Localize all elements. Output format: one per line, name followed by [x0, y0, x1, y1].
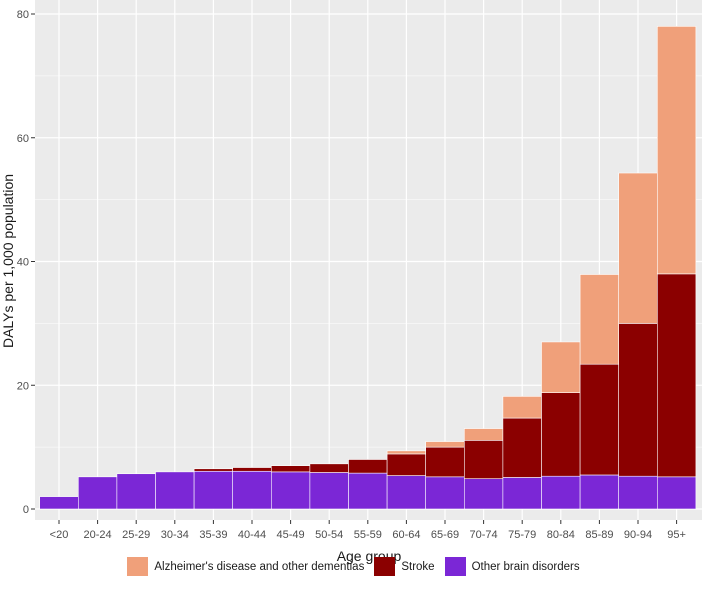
- bar-alzheimer-s-disease-and-other-dementias-70-74: [463, 428, 504, 441]
- bar-stroke-85-89: [579, 363, 619, 476]
- x-tick-label: 85-89: [585, 529, 613, 541]
- y-tick-label: 60: [17, 133, 29, 145]
- x-tick-label: 95+: [667, 529, 686, 541]
- legend: Alzheimer's disease and other dementias …: [0, 557, 707, 576]
- x-tick-label: 80-84: [547, 529, 575, 541]
- y-tick-label: 0: [23, 504, 29, 516]
- bar-other-brain-disorders-35-39: [193, 470, 234, 510]
- bar-other-brain-disorders-95: [656, 476, 697, 510]
- legend-label-other-brain-disorders: Other brain disorders: [471, 560, 580, 573]
- bar-stroke-35-39: [193, 468, 234, 472]
- x-tick-label: 55-59: [354, 529, 382, 541]
- x-axis-ticks: <20 20-24 25-29 30-34 35-39 40-44 45-49 50-54 55…: [50, 520, 686, 541]
- x-tick-label: 30-34: [161, 529, 189, 541]
- bar-other-brain-disorders-25-29: [116, 473, 156, 510]
- x-tick-label: 45-49: [277, 529, 305, 541]
- legend-label-stroke: Stroke: [401, 560, 435, 573]
- bar-alzheimer-s-disease-and-other-dementias-75-79: [502, 396, 542, 419]
- x-tick-label: 90-94: [624, 529, 652, 541]
- bar-stroke-55-59: [348, 459, 388, 474]
- bar-other-brain-disorders-70-74: [463, 478, 504, 510]
- y-axis-ticks: 0 20 40 60 80: [17, 9, 35, 516]
- bar-alzheimer-s-disease-and-other-dementias-60-64: [386, 450, 427, 455]
- y-tick-label: 20: [17, 380, 29, 392]
- x-tick-label: <20: [50, 529, 69, 541]
- y-axis-title: DALYs per 1,000 population: [0, 174, 16, 348]
- bar-stroke-95: [656, 273, 697, 478]
- bars: [39, 26, 697, 510]
- bar-other-brain-disorders-under-20: [39, 496, 79, 510]
- bar-other-brain-disorders-65-69: [425, 476, 465, 510]
- bar-stroke-90-94: [618, 323, 658, 477]
- legend-item-stroke: Stroke: [374, 557, 435, 576]
- x-tick-label: 25-29: [122, 529, 150, 541]
- bar-stroke-60-64: [386, 453, 427, 476]
- bar-stroke-40-44: [232, 467, 272, 472]
- legend-key-stroke: [374, 557, 396, 576]
- bar-other-brain-disorders-30-34: [155, 471, 195, 510]
- bar-other-brain-disorders-60-64: [386, 475, 427, 510]
- bar-other-brain-disorders-40-44: [232, 470, 272, 510]
- bar-other-brain-disorders-90-94: [618, 475, 658, 510]
- legend-key-other-brain-disorders: [444, 557, 466, 576]
- bar-stroke-75-79: [502, 417, 542, 478]
- x-tick-label: 70-74: [470, 529, 498, 541]
- x-tick-label: 40-44: [238, 529, 266, 541]
- bar-other-brain-disorders-50-54: [309, 472, 349, 510]
- bar-alzheimer-s-disease-and-other-dementias-90-94: [618, 172, 658, 324]
- legend-key-alzheimers: [127, 557, 149, 576]
- x-tick-label: 35-39: [199, 529, 227, 541]
- bar-stroke-70-74: [463, 440, 504, 479]
- bar-other-brain-disorders-80-84: [541, 475, 581, 510]
- x-tick-label: 75-79: [508, 529, 536, 541]
- bar-other-brain-disorders-55-59: [348, 472, 388, 510]
- bar-other-brain-disorders-85-89: [579, 474, 619, 510]
- bar-stroke-65-69: [425, 446, 465, 478]
- x-tick-label: 50-54: [315, 529, 343, 541]
- bar-alzheimer-s-disease-and-other-dementias-65-69: [425, 441, 465, 448]
- bar-other-brain-disorders-45-49: [270, 471, 311, 510]
- bar-stroke-80-84: [541, 392, 581, 477]
- legend-item-alzheimers: Alzheimer's disease and other dementias: [127, 557, 364, 576]
- y-tick-label: 40: [17, 257, 29, 269]
- bar-stroke-45-49: [270, 465, 311, 473]
- legend-item-other-brain-disorders: Other brain disorders: [444, 557, 580, 576]
- x-tick-label: 60-64: [392, 529, 420, 541]
- bar-alzheimer-s-disease-and-other-dementias-85-89: [579, 274, 619, 365]
- x-tick-label: 20-24: [84, 529, 112, 541]
- y-tick-label: 80: [17, 9, 29, 21]
- bar-alzheimer-s-disease-and-other-dementias-80-84: [541, 341, 581, 393]
- x-tick-label: 65-69: [431, 529, 459, 541]
- bar-other-brain-disorders-75-79: [502, 477, 542, 510]
- bar-alzheimer-s-disease-and-other-dementias-95: [656, 26, 697, 275]
- bar-stroke-50-54: [309, 463, 349, 473]
- bar-other-brain-disorders-20-24: [78, 476, 118, 510]
- legend-label-alzheimers: Alzheimer's disease and other dementias: [154, 560, 365, 573]
